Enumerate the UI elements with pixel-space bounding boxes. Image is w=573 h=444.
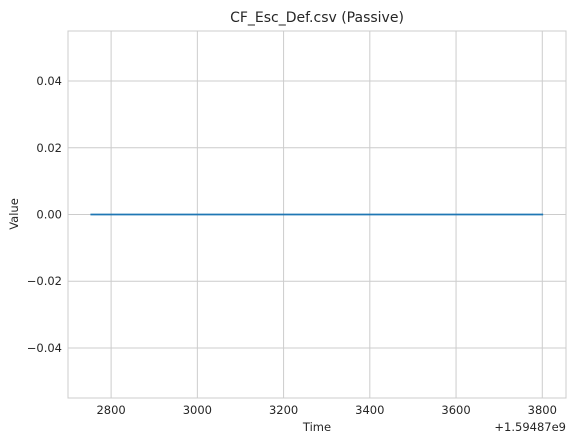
x-axis-offset-label: +1.59487e9 xyxy=(494,420,566,434)
y-axis-label: Value xyxy=(7,198,21,230)
x-axis-label: Time xyxy=(302,420,331,434)
x-tick-labels: 2800 3000 3200 3400 3600 3800 xyxy=(96,403,556,417)
plot-frame xyxy=(67,30,567,399)
y-tick-label: −0.02 xyxy=(27,274,62,288)
y-tick-label: −0.04 xyxy=(27,341,62,355)
x-tick-label: 2800 xyxy=(96,403,125,417)
y-tick-label: 0.02 xyxy=(36,141,62,155)
y-tick-label: 0.04 xyxy=(36,74,62,88)
x-tick-label: 3600 xyxy=(441,403,470,417)
x-tick-label: 3400 xyxy=(355,403,384,417)
x-tick-label: 3000 xyxy=(183,403,212,417)
y-tick-labels: 0.04 0.02 0.00 −0.02 −0.04 xyxy=(27,74,62,355)
x-tick-label: 3200 xyxy=(269,403,298,417)
chart-title: CF_Esc_Def.csv (Passive) xyxy=(230,10,404,26)
x-tick-label: 3800 xyxy=(528,403,557,417)
y-tick-label: 0.00 xyxy=(36,208,62,222)
